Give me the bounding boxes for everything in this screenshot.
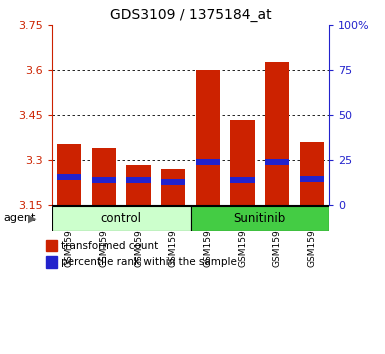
Bar bbox=[300, 176, 324, 182]
Bar bbox=[230, 177, 255, 183]
Bar bbox=[300, 142, 324, 205]
Bar bbox=[230, 120, 255, 205]
Bar bbox=[46, 240, 57, 251]
Bar bbox=[92, 148, 116, 205]
Bar bbox=[126, 165, 151, 205]
FancyBboxPatch shape bbox=[52, 206, 191, 231]
Text: transformed count: transformed count bbox=[61, 241, 159, 251]
Bar bbox=[265, 62, 290, 205]
FancyBboxPatch shape bbox=[191, 206, 329, 231]
Bar bbox=[57, 144, 82, 205]
Text: Sunitinib: Sunitinib bbox=[234, 212, 286, 225]
Text: percentile rank within the sample: percentile rank within the sample bbox=[61, 257, 237, 267]
Text: ▶: ▶ bbox=[28, 213, 36, 223]
Text: control: control bbox=[101, 212, 142, 225]
Bar bbox=[57, 174, 82, 180]
Bar bbox=[196, 159, 220, 165]
Bar bbox=[196, 70, 220, 205]
Bar bbox=[161, 179, 186, 185]
Bar bbox=[265, 159, 290, 165]
Bar bbox=[126, 177, 151, 183]
Bar bbox=[92, 177, 116, 183]
Title: GDS3109 / 1375184_at: GDS3109 / 1375184_at bbox=[110, 8, 271, 22]
Text: agent: agent bbox=[4, 213, 36, 223]
Bar bbox=[161, 169, 186, 205]
Bar bbox=[46, 256, 57, 268]
